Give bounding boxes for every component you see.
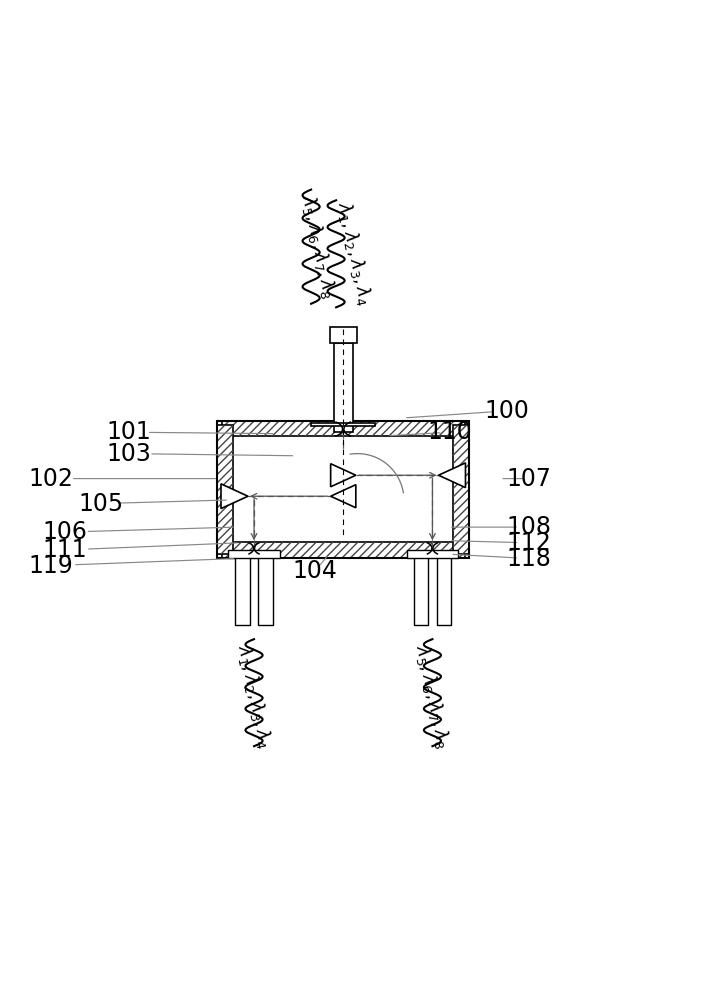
Bar	[453, 425, 469, 554]
Polygon shape	[221, 484, 248, 509]
Bar	[217, 425, 233, 554]
Bar	[330, 327, 357, 343]
Text: 102: 102	[28, 467, 73, 491]
Polygon shape	[330, 485, 356, 508]
Bar	[222, 542, 465, 558]
Text: 104: 104	[292, 559, 337, 583]
Bar	[228, 550, 280, 558]
Text: 105: 105	[78, 492, 123, 516]
Bar	[334, 343, 352, 432]
Bar	[311, 423, 375, 426]
Text: 107: 107	[506, 467, 551, 491]
Bar	[437, 554, 451, 625]
Text: 110: 110	[428, 420, 473, 444]
Text: $\lambda_1,\lambda_2,\lambda_3,\lambda_4$: $\lambda_1,\lambda_2,\lambda_3,\lambda_4…	[233, 642, 275, 750]
Polygon shape	[330, 464, 356, 487]
Text: 101: 101	[107, 420, 152, 444]
Text: 103: 103	[107, 442, 152, 466]
Bar	[222, 421, 465, 436]
Bar	[258, 554, 273, 625]
Bar	[413, 554, 428, 625]
Text: $\lambda_5,\lambda_6,\lambda_7,\lambda_8$: $\lambda_5,\lambda_6,\lambda_7,\lambda_8…	[297, 193, 340, 301]
Text: $\lambda_5,\lambda_6,\lambda_7,\lambda_8$: $\lambda_5,\lambda_6,\lambda_7,\lambda_8…	[411, 642, 454, 750]
Text: 112: 112	[506, 531, 551, 555]
Polygon shape	[438, 463, 465, 488]
Text: 106: 106	[42, 520, 87, 544]
Bar	[233, 436, 453, 542]
Text: 100: 100	[485, 399, 530, 423]
Text: 111: 111	[43, 538, 87, 562]
Text: $\lambda_1,\lambda_2,\lambda_3,\lambda_4$: $\lambda_1,\lambda_2,\lambda_3,\lambda_4…	[332, 200, 375, 308]
Bar	[453, 425, 469, 554]
Bar	[222, 542, 465, 558]
Bar	[222, 421, 465, 436]
Bar	[407, 550, 458, 558]
Text: 118: 118	[506, 547, 551, 571]
Bar	[235, 554, 250, 625]
Bar	[217, 421, 469, 558]
Text: 108: 108	[506, 515, 551, 539]
Text: 119: 119	[29, 554, 73, 578]
Bar	[217, 425, 233, 554]
